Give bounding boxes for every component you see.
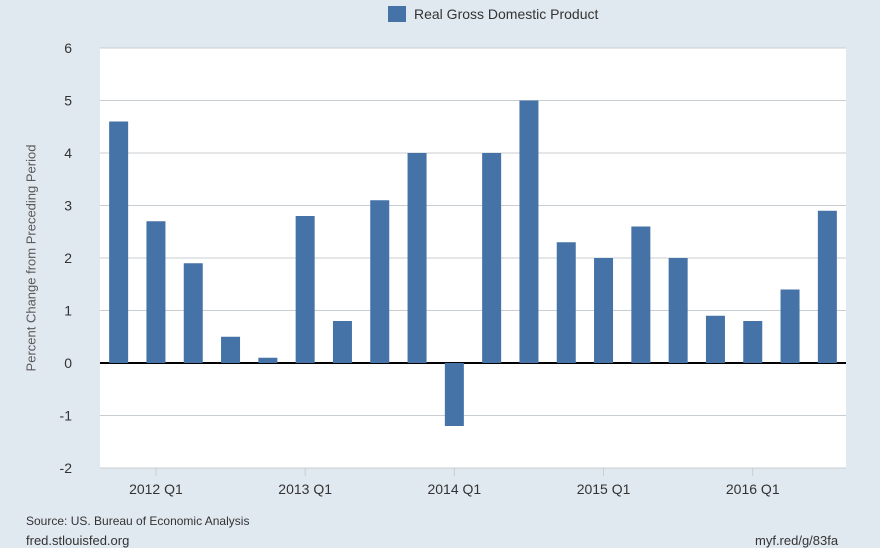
bar-2011-q4 [109, 121, 129, 363]
legend-label: Real Gross Domestic Product [414, 6, 599, 22]
legend-swatch [388, 6, 406, 22]
bar-2016-q2 [780, 289, 800, 363]
x-axis-ticks: 2012 Q1 2013 Q1 2014 Q1 2015 Q1 2016 Q1 [129, 468, 780, 497]
y-tick-label: 6 [64, 40, 72, 56]
y-tick-label: 2 [64, 250, 72, 266]
bar-2015-q4 [705, 315, 725, 363]
x-tick-label: 2014 Q1 [427, 481, 481, 497]
bar-2012-q3 [221, 336, 241, 363]
bar-2014-q3 [519, 100, 539, 363]
bar-2012-q2 [183, 263, 203, 363]
bar-2013-q2 [332, 321, 352, 363]
short-link[interactable]: myf.red/g/83fa [755, 533, 839, 548]
y-tick-label: 0 [64, 355, 72, 371]
x-tick-label: 2013 Q1 [278, 481, 332, 497]
bar-2014-q1 [444, 363, 464, 426]
bar-2015-q3 [668, 258, 688, 363]
bar-2015-q2 [631, 226, 651, 363]
y-tick-label: 4 [64, 145, 72, 161]
bar-2012-q1 [146, 221, 166, 363]
y-tick-label: 1 [64, 303, 72, 319]
bar-2015-q1 [594, 258, 614, 363]
y-tick-label: 3 [64, 198, 72, 214]
x-tick-label: 2015 Q1 [577, 481, 631, 497]
bar-2013-q3 [370, 200, 390, 363]
bar-2016-q3 [817, 210, 837, 363]
bar-2013-q1 [295, 216, 315, 363]
y-tick-label: -2 [60, 460, 73, 476]
site-link[interactable]: fred.stlouisfed.org [26, 533, 130, 548]
bar-2013-q4 [407, 153, 427, 363]
x-tick-label: 2012 Q1 [129, 481, 183, 497]
bar-2014-q4 [556, 242, 576, 363]
bar-2014-q2 [482, 153, 502, 363]
x-tick-label: 2016 Q1 [726, 481, 780, 497]
y-axis-ticks: -2 -1 0 1 2 3 4 5 6 [60, 40, 73, 476]
legend: Real Gross Domestic Product [388, 6, 598, 22]
bar-2016-q1 [743, 321, 763, 363]
bar-2012-q4 [258, 357, 278, 363]
y-tick-label: -1 [60, 408, 73, 424]
y-axis-label: Percent Change from Preceding Period [23, 144, 39, 372]
source-note: Source: US. Bureau of Economic Analysis [26, 514, 250, 528]
bars [109, 100, 837, 426]
y-tick-label: 5 [64, 93, 72, 109]
